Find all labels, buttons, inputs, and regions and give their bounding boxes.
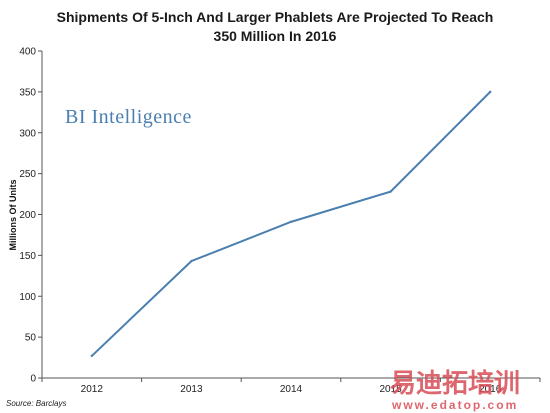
chart-title-line-2: 350 Million In 2016: [214, 28, 337, 44]
y-tick-label: 400: [19, 47, 36, 58]
y-axis-label: Millions Of Units: [8, 180, 18, 251]
axes: [41, 51, 540, 379]
data-point: [289, 220, 293, 224]
y-tick-label: 150: [19, 251, 36, 262]
y-tick-label: 100: [19, 292, 36, 303]
y-tick-label: 200: [19, 210, 36, 221]
series-line: [91, 91, 491, 357]
y-tick-label: 250: [19, 169, 36, 180]
data-point: [389, 190, 392, 193]
source-note: Source: Barclays: [6, 399, 66, 408]
y-ticks: 0 50 100 150 200 250 300 350 400: [19, 47, 42, 385]
y-tick-label: 0: [30, 374, 36, 385]
x-ticks: 2012 2013 2014 2015 2016: [41, 378, 541, 395]
data-point: [489, 90, 492, 94]
y-tick-label: 300: [19, 128, 36, 139]
x-tick-label: 2016: [479, 384, 502, 395]
data-point: [90, 354, 94, 358]
watermark-cn-text: 易迪拓培训: [390, 369, 520, 399]
x-tick-label: 2015: [379, 384, 402, 395]
brand-logo-text: BI Intelligence: [65, 106, 192, 128]
data-point: [190, 259, 193, 263]
y-tick-label: 350: [19, 87, 36, 98]
x-tick-label: 2012: [81, 384, 104, 395]
watermark-url-text: www.edatop.com: [391, 398, 518, 412]
chart-title-line-1: Shipments Of 5-Inch And Larger Phablets …: [57, 9, 494, 25]
y-tick-label: 50: [25, 333, 37, 344]
watermark: 易迪拓培训 www.edatop.com: [390, 369, 520, 412]
series-layer: [90, 90, 492, 358]
x-tick-label: 2013: [180, 384, 203, 395]
x-tick-label: 2014: [280, 384, 303, 395]
